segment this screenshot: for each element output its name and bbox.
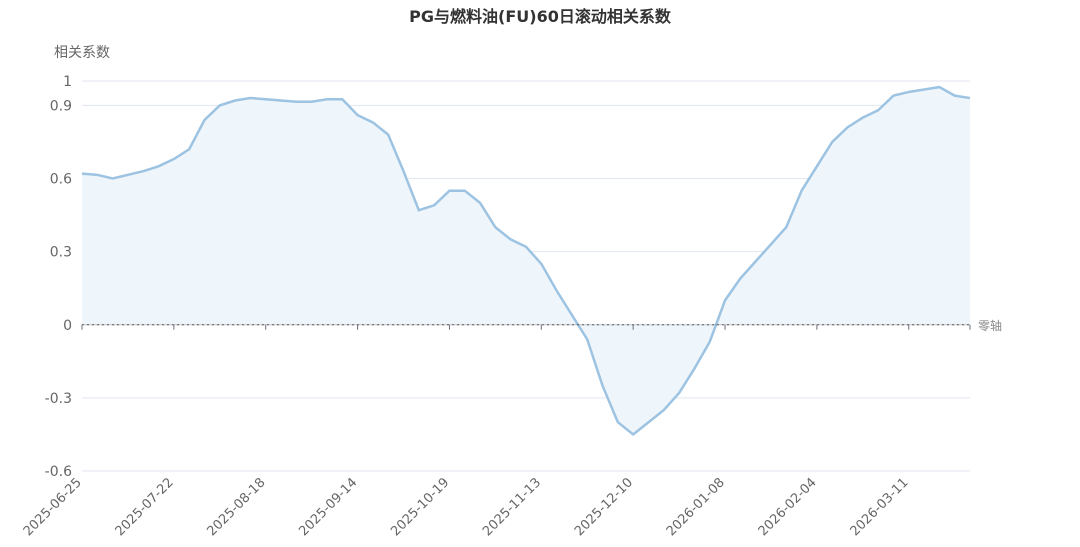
x-tick-label: 2026-02-04 (756, 475, 820, 539)
x-tick-label: 2025-08-18 (205, 475, 269, 539)
y-tick-label: -0.3 (45, 391, 72, 407)
y-tick-label: 0.6 (50, 172, 72, 188)
area (82, 87, 970, 435)
y-tick-label: 0.3 (50, 245, 72, 261)
zero-line-label: 零轴 (978, 318, 1002, 333)
x-tick-label: 2025-10-19 (388, 475, 452, 539)
x-tick-label: 2025-06-25 (21, 475, 85, 539)
y-tick-label: 0.9 (50, 98, 72, 114)
chart-title: PG与燃料油(FU)60日滚动相关系数 (409, 7, 672, 26)
y-tick-label: -0.6 (45, 464, 72, 480)
y-axis-title: 相关系数 (54, 45, 110, 61)
x-tick-label: 2026-01-08 (664, 475, 728, 539)
x-tick-label: 2025-07-22 (113, 475, 177, 539)
y-tick-label: 0 (63, 318, 72, 334)
x-tick-label: 2025-11-13 (480, 475, 544, 539)
line (81, 85, 971, 437)
y-tick-label: 1 (63, 74, 72, 90)
x-tick-label: 2026-03-11 (848, 475, 912, 539)
x-tick-label: 2025-09-14 (296, 475, 360, 539)
x-tick-label: 2025-12-10 (572, 475, 636, 539)
